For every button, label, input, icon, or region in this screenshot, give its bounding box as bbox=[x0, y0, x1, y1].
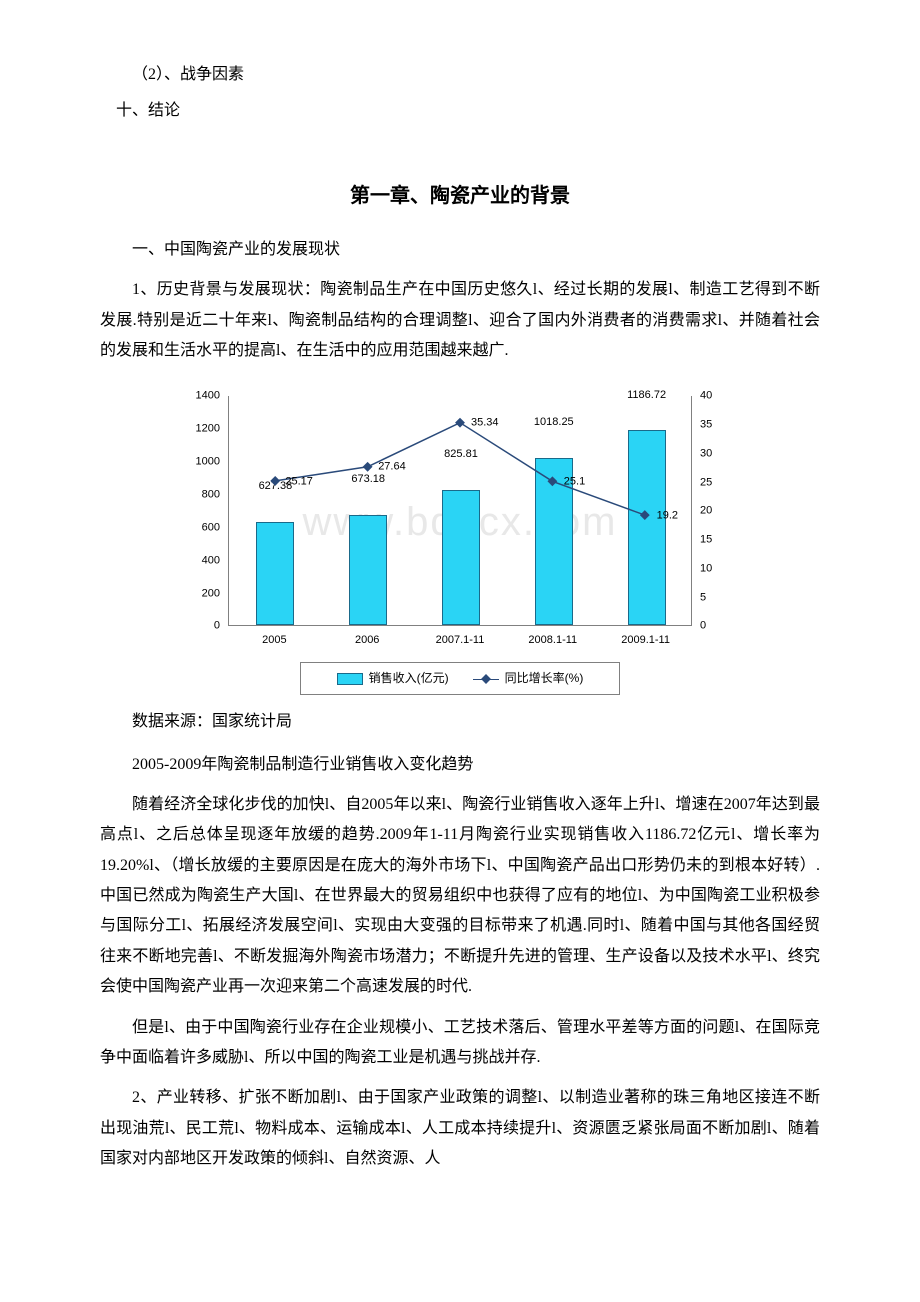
x-tick: 2008.1-11 bbox=[506, 630, 599, 652]
y-left-tick: 1000 bbox=[196, 452, 220, 473]
x-tick: 2005 bbox=[228, 630, 321, 652]
section-1-title: 一、中国陶瓷产业的发展现状 bbox=[100, 235, 820, 265]
y-right-tick: 35 bbox=[700, 415, 712, 436]
legend-bar: 销售收入(亿元) bbox=[337, 667, 449, 690]
y-right-tick: 5 bbox=[700, 587, 706, 608]
legend-line-label: 同比增长率(%) bbox=[505, 667, 584, 690]
legend-line: 同比增长率(%) bbox=[473, 667, 584, 690]
chart-area: 0 200 400 600 800 1000 1200 1400 0 5 10 15 20 25 30 35… bbox=[180, 386, 740, 656]
plot-area: www.bdocx.com 627.38673.18825.811018.251… bbox=[228, 396, 692, 626]
data-source: 数据来源：国家统计局 bbox=[100, 707, 820, 737]
chapter-title: 第一章、陶瓷产业的背景 bbox=[100, 177, 820, 215]
y-axis-left: 0200400600800100012001400 bbox=[180, 396, 224, 626]
y-left-tick: 600 bbox=[202, 517, 220, 538]
paragraph-1: 1、历史背景与发展现状：陶瓷制品生产在中国历史悠久l、经过长期的发展l、制造工艺… bbox=[100, 275, 820, 366]
y-left-tick: 400 bbox=[202, 550, 220, 571]
y-right-tick: 0 bbox=[700, 616, 706, 637]
y-right-tick: 10 bbox=[700, 558, 712, 579]
line-value-label: 25.17 bbox=[285, 471, 313, 492]
legend-bar-swatch bbox=[337, 673, 363, 685]
sales-chart: 0 200 400 600 800 1000 1200 1400 0 5 10 15 20 25 30 35… bbox=[180, 386, 740, 695]
y-left-tick: 800 bbox=[202, 484, 220, 505]
line-value-label: 19.2 bbox=[657, 505, 678, 526]
y-left-tick: 1400 bbox=[196, 386, 220, 407]
x-axis-labels: 200520062007.1-112008.1-112009.1-11 bbox=[228, 630, 692, 652]
y-left-tick: 1200 bbox=[196, 419, 220, 440]
y-axis-right: 0510152025303540 bbox=[696, 396, 740, 626]
x-tick: 2007.1-11 bbox=[414, 630, 507, 652]
toc-conclusion: 十、结论 bbox=[100, 96, 820, 126]
chart-caption: 2005-2009年陶瓷制品制造行业销售收入变化趋势 bbox=[100, 750, 820, 780]
y-right-tick: 15 bbox=[700, 530, 712, 551]
paragraph-3: 但是l、由于中国陶瓷行业存在企业规模小、工艺技术落后、管理水平差等方面的问题l、… bbox=[100, 1013, 820, 1074]
line-series bbox=[229, 396, 691, 625]
chart-legend: 销售收入(亿元) 同比增长率(%) bbox=[300, 662, 620, 695]
legend-bar-label: 销售收入(亿元) bbox=[369, 667, 449, 690]
y-right-tick: 30 bbox=[700, 443, 712, 464]
line-value-label: 35.34 bbox=[471, 413, 499, 434]
line-value-label: 27.64 bbox=[378, 457, 406, 478]
y-left-tick: 0 bbox=[214, 616, 220, 637]
toc-war-factor: （2）、战争因素 bbox=[100, 60, 820, 90]
legend-line-swatch bbox=[473, 673, 499, 685]
y-right-tick: 40 bbox=[700, 386, 712, 407]
paragraph-4: 2、产业转移、扩张不断加剧l、由于国家产业政策的调整l、以制造业著称的珠三角地区… bbox=[100, 1083, 820, 1174]
x-tick: 2009.1-11 bbox=[599, 630, 692, 652]
y-right-tick: 25 bbox=[700, 472, 712, 493]
x-tick: 2006 bbox=[321, 630, 414, 652]
paragraph-2: 随着经济全球化步伐的加快l、自2005年以来l、陶瓷行业销售收入逐年上升l、增速… bbox=[100, 790, 820, 1003]
y-right-tick: 20 bbox=[700, 501, 712, 522]
line-value-label: 25.1 bbox=[564, 472, 585, 493]
y-left-tick: 200 bbox=[202, 583, 220, 604]
